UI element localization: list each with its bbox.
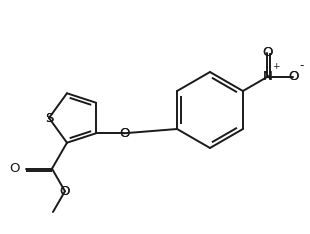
Text: O: O [288,70,299,84]
Circle shape [60,186,70,196]
Circle shape [288,72,298,82]
Text: N: N [262,70,272,84]
Text: S: S [45,111,53,124]
Text: O: O [262,47,272,59]
Text: S: S [45,111,53,124]
Text: O: O [119,127,129,140]
Text: O: O [10,162,20,175]
Circle shape [262,48,272,58]
Text: O: O [262,47,272,59]
Circle shape [119,128,129,138]
Text: O: O [60,185,70,198]
Text: N: N [262,70,272,84]
Text: -: - [299,59,303,72]
Text: O: O [119,127,129,140]
Text: +: + [272,62,280,71]
Circle shape [44,113,54,123]
Circle shape [262,72,273,83]
Text: O: O [60,185,70,198]
Text: O: O [288,70,299,84]
